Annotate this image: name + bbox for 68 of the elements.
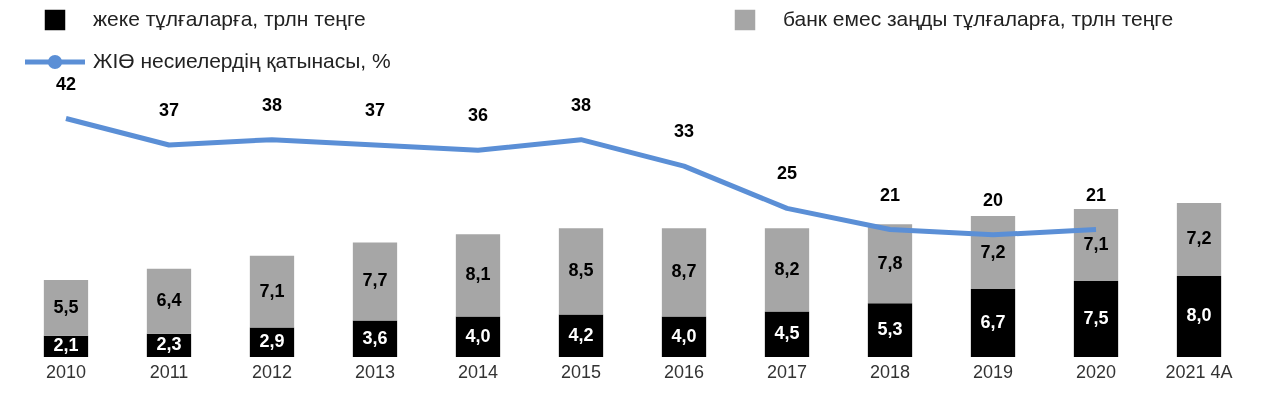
data-label: 8,5 <box>568 260 594 281</box>
data-label: 7,2 <box>1186 228 1212 249</box>
data-label: 6,7 <box>980 312 1006 333</box>
x-tick-label: 2011 <box>149 361 189 382</box>
data-label: 21 <box>879 184 901 205</box>
data-label: 20 <box>982 189 1004 210</box>
data-label: 3,6 <box>362 327 388 348</box>
data-label: 21 <box>1086 184 1107 205</box>
data-label: 4,0 <box>465 325 491 346</box>
bar <box>352 242 398 321</box>
x-tick-label: 2010 <box>45 361 87 382</box>
data-label: 5,3 <box>877 319 903 340</box>
bar <box>1073 209 1119 281</box>
legend-label: ЖІӨ несиелердің қатынасы, % <box>93 49 391 72</box>
data-label: 38 <box>570 94 592 115</box>
bar <box>1073 280 1119 357</box>
legend-label: банк емес заңды тұлғаларға, трлн теңге <box>783 7 1174 30</box>
data-label: 7,7 <box>362 270 388 291</box>
data-label: 8,0 <box>1186 305 1212 326</box>
bar <box>867 303 913 357</box>
bar <box>1176 202 1222 276</box>
x-tick-label: 2014 <box>457 361 499 382</box>
data-label: 7,1 <box>1083 234 1109 255</box>
bar <box>558 314 604 357</box>
bar <box>455 234 501 317</box>
data-label: 33 <box>673 121 695 142</box>
data-label: 2,9 <box>259 331 285 352</box>
data-label: 5,5 <box>53 296 79 317</box>
data-label: 4,0 <box>671 325 697 346</box>
x-tick-label: 2020 <box>1075 361 1117 382</box>
x-tick-label: 2015 <box>560 361 602 382</box>
x-tick-label: 2018 <box>869 361 911 382</box>
data-label: 8,7 <box>671 261 697 282</box>
legend-label: жеке тұлғаларға, трлн теңге <box>93 7 366 30</box>
data-label: 6,4 <box>156 290 182 311</box>
bar <box>455 316 501 357</box>
data-label: 4,2 <box>568 324 594 345</box>
bar <box>661 228 707 317</box>
x-tick-label: 2017 <box>766 361 808 382</box>
data-label: 37 <box>158 99 179 120</box>
data-label: 38 <box>261 94 283 115</box>
data-label: 2,3 <box>156 334 182 355</box>
data-label: 8,2 <box>774 258 800 279</box>
data-label: 2,1 <box>53 335 79 356</box>
data-label: 7,2 <box>980 241 1006 262</box>
x-tick-label: 2016 <box>663 361 705 382</box>
bar <box>43 279 89 336</box>
data-label: 7,8 <box>877 252 903 273</box>
data-label: 36 <box>467 105 489 126</box>
bar <box>1176 275 1222 357</box>
x-tick-label: 2012 <box>251 361 293 382</box>
x-tick-label: 2021 4А <box>1165 361 1233 382</box>
data-label: 37 <box>364 99 386 120</box>
bar <box>146 268 192 334</box>
bar <box>558 228 604 315</box>
data-label: 25 <box>776 163 798 184</box>
bar <box>661 316 707 357</box>
data-label: 7,5 <box>1083 307 1109 328</box>
bar <box>764 228 810 312</box>
x-tick-label: 2013 <box>354 361 396 382</box>
bar <box>249 255 295 328</box>
bar <box>970 289 1016 357</box>
data-label: 4,5 <box>774 323 800 344</box>
data-label: 42 <box>55 73 76 94</box>
x-tick-label: 2019 <box>972 361 1014 382</box>
bar <box>764 311 810 357</box>
data-label: 7,1 <box>259 280 285 301</box>
data-label: 8,1 <box>465 264 491 285</box>
